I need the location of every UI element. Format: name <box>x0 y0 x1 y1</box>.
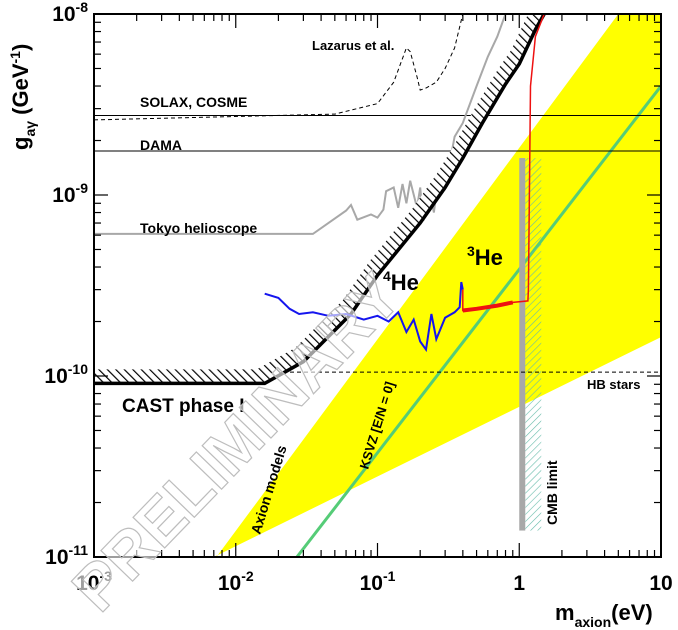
ksvz-line <box>295 85 661 557</box>
x-tick-label: 10-2 <box>218 568 254 595</box>
y-tick-label: 10-11 <box>45 542 88 569</box>
he3-label: 3He <box>467 243 503 270</box>
y-tick-label: 10-9 <box>52 180 88 207</box>
x-axis-label: maxion(eV) <box>555 600 653 630</box>
y-tick-label: 10-8 <box>52 0 88 26</box>
x-tick-label: 10-1 <box>360 568 396 595</box>
lazarus-label: Lazarus et al. <box>312 38 394 53</box>
x-tick-label: 10 <box>649 572 672 595</box>
he4-label: 4He <box>383 268 419 295</box>
he4-line <box>264 281 464 353</box>
lazarus-line <box>94 14 464 121</box>
tokyo-label: Tokyo helioscope <box>140 220 257 236</box>
x-tick-label: 1 <box>513 572 525 595</box>
hb-stars-label: HB stars <box>587 377 640 392</box>
cast-label: CAST phase I <box>122 396 244 417</box>
cmb-hatch-region <box>525 158 542 531</box>
y-tick-label: 10-10 <box>44 361 88 388</box>
y-axis-label: gaγ (GeV-1) <box>7 44 38 150</box>
cmb-limit-label: CMB limit <box>544 460 560 525</box>
axion-models-band <box>213 14 661 557</box>
solax-label: SOLAX, COSME <box>140 94 247 110</box>
x-tick-label: 10-3 <box>76 568 112 595</box>
he3-thick-segment <box>462 300 514 313</box>
dama-label: DAMA <box>140 137 182 153</box>
tokyo-helioscope-line <box>94 14 507 235</box>
cmb-limit-bar <box>519 158 526 531</box>
cast-phase-i-line <box>94 14 546 386</box>
